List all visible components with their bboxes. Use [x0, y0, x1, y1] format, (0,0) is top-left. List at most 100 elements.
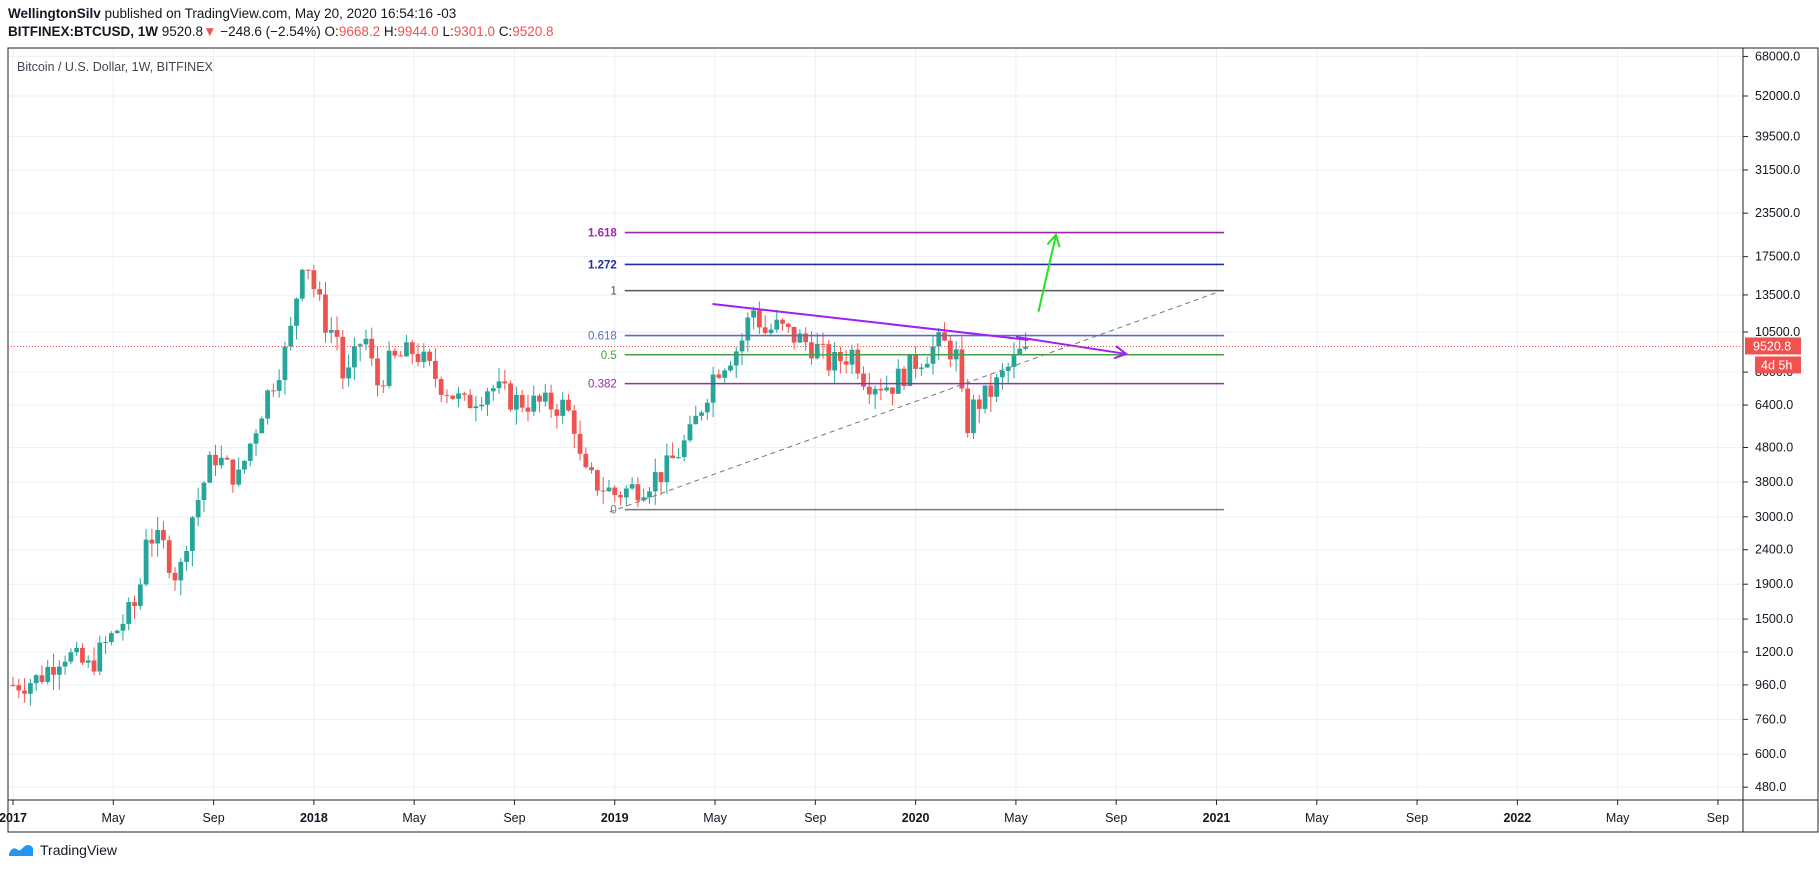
- y-tick-label: 1900.0: [1755, 577, 1793, 591]
- candle-body: [855, 349, 861, 374]
- candle: [774, 309, 780, 333]
- fib-level-label: 0.5: [601, 350, 617, 362]
- candle-body: [80, 648, 85, 663]
- ohlc-legend: BITFINEX:BTCUSD, 1W 9520.8▼ −248.6 (−2.5…: [8, 24, 554, 39]
- candle-body: [68, 652, 74, 662]
- candle-body: [861, 373, 866, 387]
- candle: [722, 368, 728, 383]
- author-name[interactable]: WellingtonSilv: [8, 6, 101, 21]
- candle-body: [126, 602, 132, 624]
- fib-level-label: 0.618: [588, 331, 617, 343]
- candle: [947, 335, 953, 368]
- candle-body: [62, 661, 68, 667]
- chart-frame: [7, 47, 1819, 833]
- candle: [62, 655, 68, 675]
- x-tick-label: Sep: [1707, 811, 1729, 825]
- y-tick-label: 31500.0: [1755, 163, 1800, 177]
- candle: [872, 385, 878, 410]
- candle-body: [722, 370, 728, 378]
- candle-body: [988, 385, 994, 397]
- x-tick-label: Sep: [1406, 811, 1428, 825]
- candle: [137, 578, 143, 610]
- time-axis[interactable]: 2017 May Sep 2018 May Sep 2019 May Sep 2020 May Sep…: [0, 800, 1729, 825]
- candle: [982, 385, 988, 414]
- x-tick-label: 2017: [0, 811, 27, 825]
- candle: [288, 316, 294, 351]
- candle-body: [288, 325, 294, 347]
- candle: [566, 394, 571, 412]
- candle-body: [201, 482, 207, 501]
- candle: [762, 315, 768, 335]
- candle: [85, 655, 91, 668]
- candle: [976, 394, 982, 424]
- candle-body: [450, 395, 456, 399]
- candle: [548, 384, 554, 419]
- candle-body: [207, 454, 213, 483]
- fib-level-label: 1: [610, 286, 616, 298]
- candle: [1000, 362, 1005, 390]
- candle-body: [120, 623, 126, 631]
- candle-body: [785, 323, 791, 327]
- candle-body: [849, 349, 855, 365]
- candle: [166, 535, 172, 579]
- down-arrow-icon: ▼: [203, 24, 217, 39]
- candle: [1005, 362, 1011, 384]
- candle-body: [56, 666, 62, 675]
- candle: [386, 341, 392, 389]
- candle-body: [334, 330, 340, 337]
- candle-body: [10, 684, 16, 686]
- candle-body: [809, 342, 814, 359]
- candle-body: [508, 383, 513, 410]
- footer-brand[interactable]: TradingView: [8, 842, 117, 858]
- candle-body: [600, 490, 606, 492]
- candle: [600, 476, 606, 504]
- candle-body: [826, 344, 832, 371]
- candle-body: [704, 402, 710, 413]
- green-arrow-shaft: [1037, 234, 1057, 312]
- candle-body: [803, 333, 809, 343]
- symbol-label: BITFINEX:BTCUSD, 1W: [8, 24, 158, 39]
- candle: [809, 331, 814, 365]
- candle: [132, 595, 137, 619]
- candle: [589, 462, 594, 474]
- candle-body: [519, 394, 525, 408]
- candle: [1017, 340, 1023, 355]
- candle: [780, 318, 785, 331]
- candle-body: [172, 572, 178, 581]
- candle-body: [901, 368, 907, 387]
- candle-body: [942, 332, 947, 341]
- candle: [305, 269, 311, 280]
- candle-body: [398, 355, 404, 357]
- y-tick-label: 52000.0: [1755, 89, 1800, 103]
- candle-body: [456, 393, 461, 399]
- candle: [612, 485, 618, 503]
- candle-body: [797, 333, 803, 343]
- candle-body: [895, 368, 901, 394]
- close-label: C:: [498, 24, 513, 39]
- y-tick-label: 3800.0: [1755, 475, 1793, 489]
- candle: [490, 384, 496, 401]
- candle-body: [155, 530, 161, 544]
- candle-body: [305, 269, 311, 271]
- candle: [201, 480, 207, 513]
- candle-body: [236, 469, 242, 485]
- y-tick-label: 10500.0: [1755, 325, 1800, 339]
- candle-body: [195, 500, 201, 518]
- candle: [560, 392, 566, 424]
- x-tick-label: May: [402, 811, 426, 825]
- y-tick-label: 960.0: [1755, 678, 1786, 692]
- y-tick-label: 2400.0: [1755, 543, 1793, 557]
- published-text: published on TradingView.com, May 20, 20…: [104, 6, 457, 21]
- candle: [652, 458, 658, 505]
- y-tick-label: 480.0: [1755, 780, 1786, 794]
- open-label: O:: [324, 24, 339, 39]
- price-axis[interactable]: 480.0 600.0 760.0 960.0 1200.0 1500.0 1900.0 24…: [1743, 49, 1800, 794]
- fib-level: 1.272: [588, 259, 1225, 271]
- candle: [357, 343, 363, 362]
- candle: [1011, 342, 1017, 379]
- candle: [502, 370, 508, 390]
- candle-body: [352, 346, 357, 368]
- low-label: L:: [442, 24, 454, 39]
